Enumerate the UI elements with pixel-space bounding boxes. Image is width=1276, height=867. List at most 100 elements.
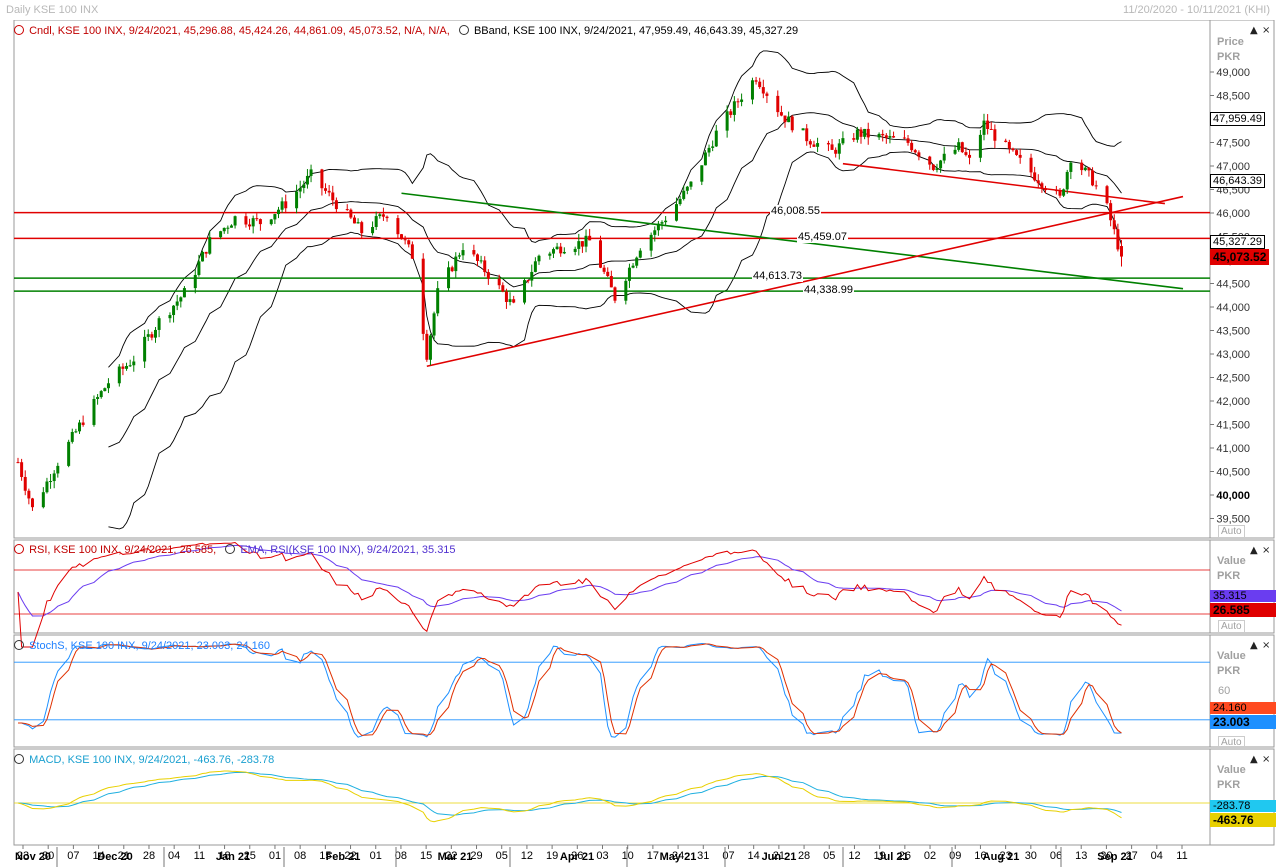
month-label: Apr 21 <box>560 851 594 863</box>
candle-body <box>193 274 197 289</box>
rsi-axis-title: Value <box>1217 555 1246 567</box>
candle-body <box>580 241 584 247</box>
candle-body <box>454 256 458 272</box>
rsi-auto-button[interactable]: Auto <box>1218 620 1245 633</box>
candle-body <box>219 231 223 238</box>
candle-body <box>78 422 82 432</box>
macd-axis-unit: PKR <box>1217 779 1241 791</box>
candle-body <box>863 128 867 137</box>
macd-legend-icon[interactable] <box>14 754 24 764</box>
stoch-legend: StochS, KSE 100 INX, 9/24/2021, 23.003, … <box>14 640 270 652</box>
candle-body <box>765 93 769 96</box>
panel-collapse-icon[interactable]: ▲ <box>1250 754 1258 765</box>
candle-body <box>309 169 313 176</box>
candle-body <box>103 388 107 392</box>
month-label: Jul 21 <box>877 851 908 863</box>
main-auto-button[interactable]: Auto <box>1218 525 1245 538</box>
candle-body <box>324 188 328 191</box>
date-tick-label: 19 <box>874 850 886 862</box>
candle-body <box>968 154 972 158</box>
rsi-legend-icon[interactable] <box>14 544 24 554</box>
candlesticks <box>16 76 1123 511</box>
macd-axis-title: Value <box>1217 764 1246 776</box>
candle-body <box>881 133 885 136</box>
candle-body <box>957 142 961 150</box>
price-tick-label: 40,000 <box>1216 490 1250 502</box>
panel-close-icon[interactable]: × <box>1262 754 1270 765</box>
candle-body <box>251 218 255 227</box>
stoch-axis-title: Value <box>1217 650 1246 662</box>
candle-body <box>1080 162 1084 171</box>
candle-body <box>92 398 96 425</box>
candle-body <box>280 201 284 210</box>
candle-body <box>888 136 892 138</box>
support-label-2: 44,338.99 <box>803 284 854 296</box>
candle-body <box>1062 189 1066 196</box>
candle-body <box>754 80 758 82</box>
candle-body <box>248 224 252 227</box>
candle-body <box>226 227 230 229</box>
candle-body <box>1004 140 1008 142</box>
date-tick-label: 23 <box>1000 850 1012 862</box>
panel-collapse-icon[interactable]: ▲ <box>1250 25 1258 36</box>
price-tick-label: 41,000 <box>1216 443 1250 455</box>
date-tick-label: 07 <box>722 850 734 862</box>
panel-close-icon[interactable]: × <box>1262 545 1270 556</box>
candle-body <box>1036 180 1040 184</box>
date-tick-label: 03 <box>596 850 608 862</box>
candle-body <box>432 313 436 336</box>
candle-body <box>761 87 765 94</box>
macd-legend: MACD, KSE 100 INX, 9/24/2021, -463.76, -… <box>14 754 274 766</box>
candle-legend-icon[interactable] <box>14 25 24 35</box>
candle-body <box>334 200 338 210</box>
candle-body <box>175 301 179 306</box>
price-tick-label: 42,000 <box>1216 396 1250 408</box>
stochastic-plot <box>14 642 1210 738</box>
month-label: May 21 <box>660 851 697 863</box>
stoch-legend-icon[interactable] <box>14 640 24 650</box>
candle-body <box>269 219 273 225</box>
date-tick-label: 28 <box>143 850 155 862</box>
stoch-auto-button[interactable]: Auto <box>1218 736 1245 749</box>
candle-body <box>327 190 331 193</box>
candle-body <box>1040 183 1044 189</box>
price-axis-unit: PKR <box>1217 51 1241 63</box>
candle-body <box>729 111 733 115</box>
candle-body <box>588 235 592 241</box>
price-tick-label: 41,500 <box>1216 420 1250 432</box>
panel-controls[interactable]: ▲ × ▲ × ▲ × ▲ × <box>1250 25 1270 765</box>
candle-body <box>182 288 186 298</box>
candle-body <box>1069 162 1073 172</box>
ema-legend-icon[interactable] <box>225 544 236 554</box>
panel-close-icon[interactable]: × <box>1262 640 1270 651</box>
panel-close-icon[interactable]: × <box>1262 25 1270 36</box>
candle-body <box>1109 203 1113 221</box>
candle-body <box>385 216 389 219</box>
date-tick-label: 19 <box>546 850 558 862</box>
candle-body <box>486 272 490 279</box>
rsi-line <box>17 541 1122 648</box>
candle-body <box>613 287 617 301</box>
candle-body <box>609 276 613 288</box>
panel-collapse-icon[interactable]: ▲ <box>1250 545 1258 556</box>
price-tick-label: 44,500 <box>1216 279 1250 291</box>
bband-legend-icon[interactable] <box>458 25 469 35</box>
panel-collapse-icon[interactable]: ▲ <box>1250 640 1258 651</box>
date-tick-label: 23 <box>17 850 29 862</box>
ascending-trendline-red <box>426 195 1184 368</box>
candle-body <box>978 134 982 158</box>
date-tick-label: 17 <box>647 850 659 862</box>
candle-body <box>834 149 838 154</box>
candle-body <box>602 267 606 272</box>
date-tick-label: 05 <box>496 850 508 862</box>
date-tick-label: 09 <box>949 850 961 862</box>
candle-body <box>436 288 440 314</box>
candle-body <box>352 217 356 224</box>
candle-body <box>56 465 60 474</box>
candle-body <box>674 204 678 221</box>
candle-body <box>877 133 881 138</box>
candle-body <box>67 441 71 466</box>
candle-body <box>1094 185 1098 187</box>
candle-body <box>812 144 816 147</box>
date-tick-label: 22 <box>445 850 457 862</box>
